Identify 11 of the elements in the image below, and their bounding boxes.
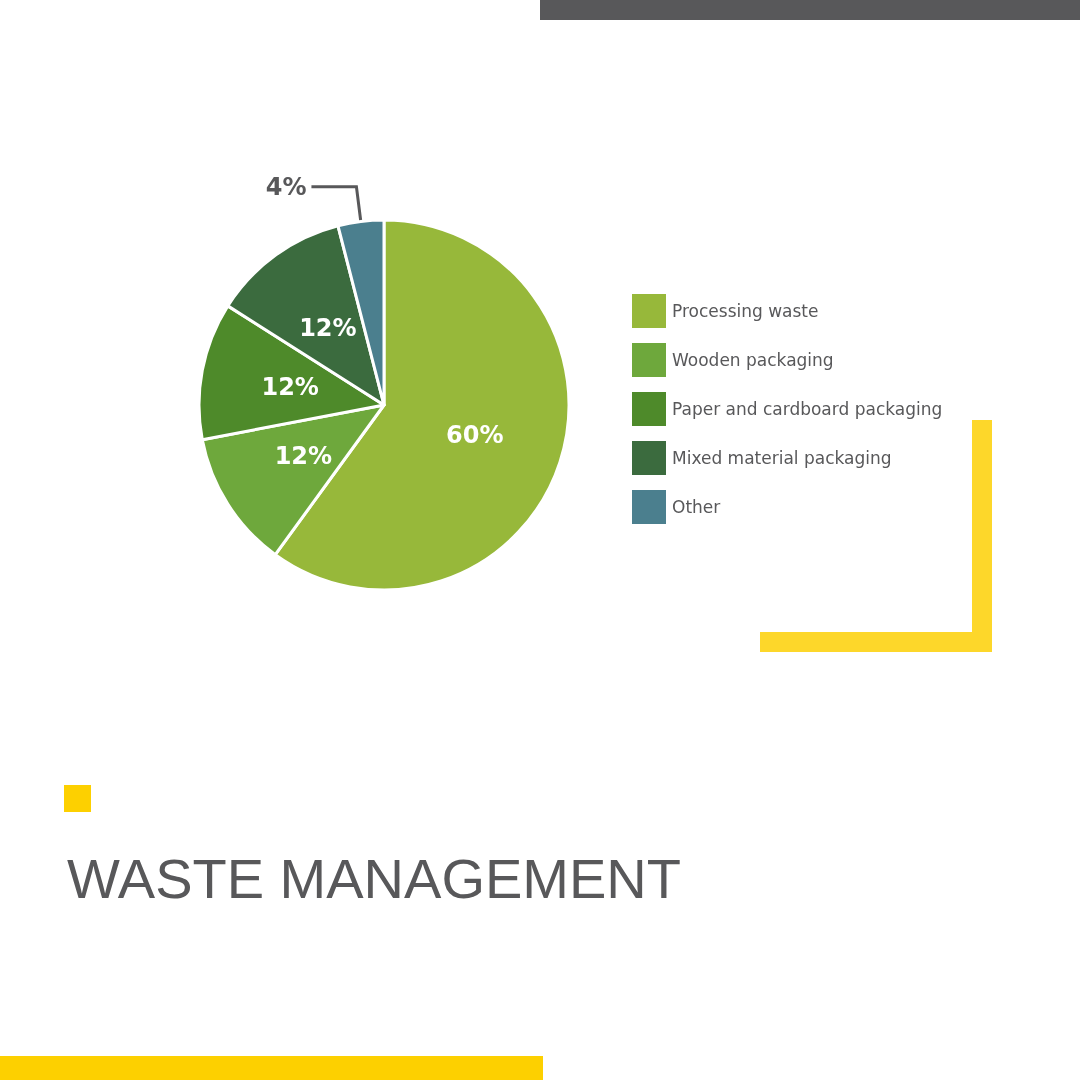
data-label: 12% — [274, 442, 333, 471]
data-label: 60% — [446, 420, 504, 449]
legend-label: Wooden packaging — [672, 350, 834, 370]
data-label: 12% — [299, 313, 357, 342]
data-label: 4% — [265, 172, 307, 201]
legend-label: Paper and cardboard packaging — [672, 399, 943, 419]
legend-label: Mixed material packaging — [672, 448, 892, 468]
legend-label: Other — [672, 497, 721, 517]
data-label: 12% — [261, 373, 319, 402]
text: WASTE MANAGEMENT — [67, 846, 681, 910]
legend-label: Processing waste — [672, 301, 819, 321]
